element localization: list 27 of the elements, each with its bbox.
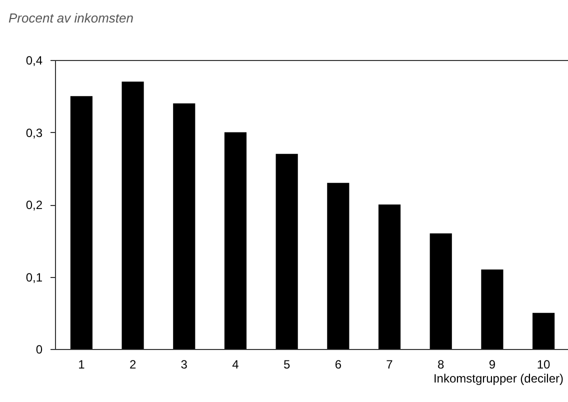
y-tick-label: 0 <box>36 342 43 356</box>
x-tick-label: 8 <box>438 358 445 372</box>
y-tick-label: 0,1 <box>26 270 43 284</box>
x-tick-label: 2 <box>129 358 136 372</box>
y-tick-label: 0,2 <box>26 198 43 212</box>
bar <box>327 182 350 349</box>
x-tick-label: 1 <box>78 358 86 372</box>
x-axis-title: Inkomstgrupper (deciler) <box>433 372 564 386</box>
x-tick-label: 3 <box>180 358 188 372</box>
x-tick-label: 9 <box>488 358 496 372</box>
x-tick-label: 5 <box>283 358 290 372</box>
x-tick-label: 7 <box>386 358 394 372</box>
bar <box>481 270 504 349</box>
bar <box>430 233 452 349</box>
y-axis-title: Procent av inkomsten <box>8 10 134 26</box>
bar <box>122 82 144 349</box>
bar <box>276 154 298 349</box>
bar <box>224 132 247 349</box>
bar <box>532 312 555 349</box>
bar <box>378 204 401 349</box>
x-tick-label: 6 <box>334 358 342 372</box>
x-tick-label: 4 <box>232 358 240 372</box>
y-tick-label: 0,3 <box>26 126 43 140</box>
bar <box>173 103 196 349</box>
y-tick-label: 0,4 <box>26 54 43 68</box>
bar <box>70 96 92 349</box>
x-tick-label: 10 <box>536 358 551 372</box>
